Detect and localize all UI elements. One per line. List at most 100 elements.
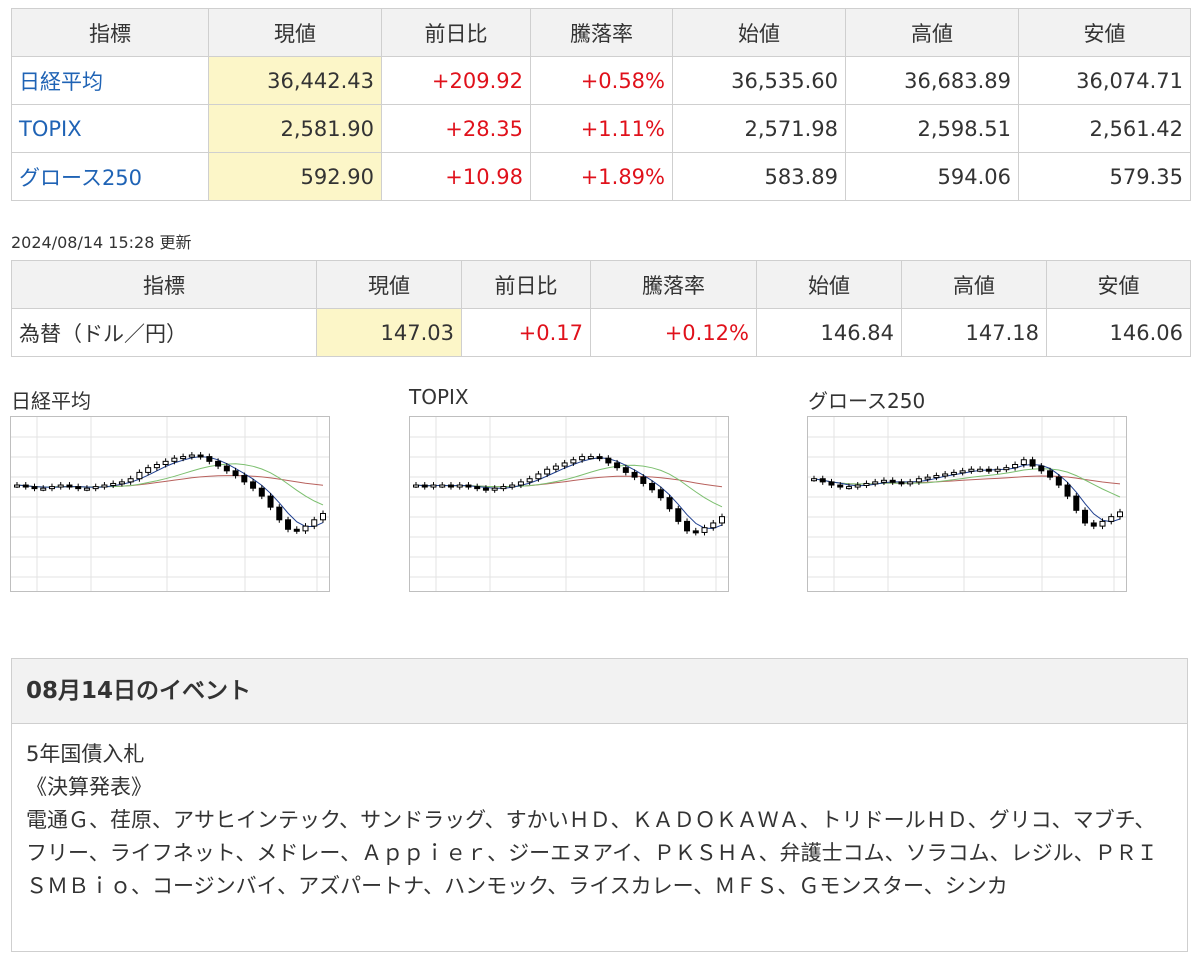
chart-nikkei[interactable] <box>10 416 330 592</box>
candle-body <box>1082 509 1089 524</box>
candle-body <box>258 487 265 497</box>
change-value: +10.98 <box>381 152 531 201</box>
candle-body <box>302 525 309 532</box>
fx-name: 為替（ドル／円） <box>11 308 317 357</box>
candle-body <box>863 482 870 486</box>
table-row: 日経平均 36,442.43 +209.92 +0.58% 36,535.60 … <box>11 56 1191 105</box>
low-value: 2,561.42 <box>1018 104 1191 153</box>
open-value: 36,535.60 <box>672 56 846 105</box>
candle-body <box>692 530 699 534</box>
candle-body <box>1117 511 1123 518</box>
current-value: 2,581.90 <box>208 104 382 153</box>
candle-body <box>950 471 957 475</box>
candle-body <box>267 495 274 508</box>
events-title: 08月14日のイベント <box>12 659 1187 724</box>
updated-timestamp: 2024/08/14 15:28 更新 <box>11 233 192 252</box>
earnings-list: 電通Ｇ、荏原、アサヒインテック、サンドラッグ、すかいＨＤ、ＫＡＤＯＫＡＷＡ、トリ… <box>26 808 1158 898</box>
candle-body <box>605 457 612 464</box>
candle-body <box>293 528 300 532</box>
candle-body <box>684 520 691 532</box>
fx-table: 指標 現値 前日比 騰落率 始値 高値 安値 為替（ドル／円） 147.03 +… <box>11 260 1191 357</box>
rate-value: +0.12% <box>590 308 757 357</box>
header-high: 高値 <box>845 8 1019 57</box>
candle-body <box>924 476 931 480</box>
index-link-topix[interactable]: TOPIX <box>19 116 82 141</box>
candle-body <box>136 471 143 480</box>
index-link-growth250[interactable]: グロース250 <box>19 165 143 190</box>
chart-canvas <box>11 417 329 591</box>
header-high: 高値 <box>901 260 1047 309</box>
open-value: 583.89 <box>672 152 846 201</box>
header-change: 前日比 <box>381 8 531 57</box>
index-name-cell: 日経平均 <box>11 56 209 105</box>
header-open: 始値 <box>672 8 846 57</box>
table-header-row: 指標 現値 前日比 騰落率 始値 高値 安値 <box>11 8 1191 57</box>
candle-body <box>40 487 47 491</box>
candle-body <box>985 468 992 472</box>
candle-body <box>223 465 230 472</box>
candle-body <box>977 468 984 472</box>
header-rate: 騰落率 <box>530 8 673 57</box>
candle-body <box>320 512 326 521</box>
candle-body <box>1108 516 1115 522</box>
chart-growth250[interactable] <box>807 416 1127 592</box>
candle-body <box>285 519 292 530</box>
candle-body <box>1090 522 1097 527</box>
candle-body <box>180 456 187 460</box>
candle-body <box>907 481 914 485</box>
ma-mid-line <box>16 463 324 506</box>
candle-body <box>570 459 577 464</box>
change-value: +209.92 <box>381 56 531 105</box>
candle-body <box>1020 459 1027 465</box>
candle-body <box>215 460 222 467</box>
candle-body <box>430 484 437 488</box>
candle-body <box>118 481 125 485</box>
candle-body <box>500 486 507 490</box>
low-value: 146.06 <box>1046 308 1191 357</box>
candle-body <box>614 462 621 469</box>
high-value: 2,598.51 <box>845 104 1019 153</box>
candle-body <box>517 481 524 486</box>
header-low: 安値 <box>1046 260 1191 309</box>
candle-body <box>447 484 454 488</box>
candle-body <box>421 484 428 488</box>
candle-body <box>110 482 117 486</box>
candle-body <box>92 486 99 490</box>
candle-body <box>241 475 248 483</box>
candle-body <box>1038 465 1045 472</box>
change-value: +28.35 <box>381 104 531 153</box>
candle-body <box>145 467 152 473</box>
candle-body <box>439 484 446 488</box>
chart-topix[interactable] <box>409 416 729 592</box>
event-section-label: 《決算発表》 <box>26 775 152 799</box>
candle-body <box>101 484 108 488</box>
candle-body <box>1012 464 1019 469</box>
candle-body <box>153 464 160 469</box>
candle-body <box>474 486 481 490</box>
candle-body <box>75 486 82 490</box>
open-value: 2,571.98 <box>672 104 846 153</box>
candle-body <box>811 478 817 482</box>
candle-body <box>162 460 169 465</box>
candle-body <box>491 487 498 491</box>
events-body: 5年国債入札 《決算発表》 電通Ｇ、荏原、アサヒインテック、サンドラッグ、すかい… <box>12 724 1187 903</box>
header-low: 安値 <box>1018 8 1191 57</box>
candle-body <box>1073 495 1080 511</box>
candle-body <box>188 454 195 458</box>
chart-canvas <box>808 417 1126 591</box>
ma-short-line <box>813 463 1121 523</box>
chart-canvas <box>410 417 728 591</box>
change-value: +0.17 <box>461 308 591 357</box>
candle-body <box>657 489 664 499</box>
index-name-cell: グロース250 <box>11 152 209 201</box>
indices-table: 指標 現値 前日比 騰落率 始値 高値 安値 日経平均 36,442.43 +2… <box>11 8 1191 201</box>
candle-body <box>719 516 725 524</box>
candle-body <box>66 484 73 488</box>
candle-body <box>14 484 20 488</box>
candle-body <box>898 481 905 485</box>
candle-body <box>640 476 647 484</box>
header-index: 指標 <box>11 8 209 57</box>
candle-body <box>837 484 844 488</box>
candle-body <box>1029 459 1036 467</box>
index-link-nikkei[interactable]: 日経平均 <box>19 69 103 94</box>
